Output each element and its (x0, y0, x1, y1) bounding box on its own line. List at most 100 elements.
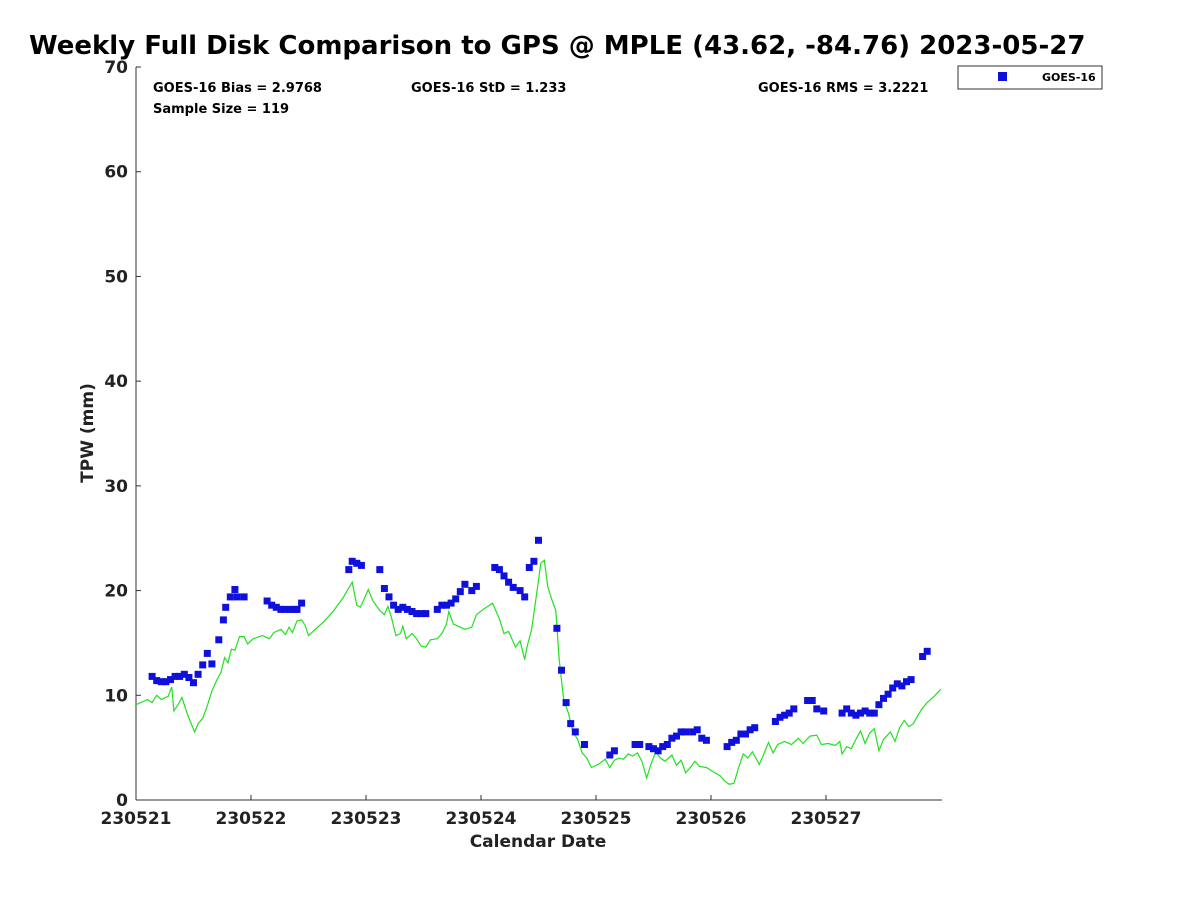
y-tick-label: 70 (104, 58, 128, 78)
goes-point (171, 672, 179, 680)
goes-point (567, 720, 575, 728)
goes-point (737, 730, 745, 738)
goes-point (903, 678, 910, 686)
plot-area: 0 10 20 30 40 50 60 70 230521 230522 230523 230524… (101, 58, 942, 829)
goes-point (663, 741, 671, 748)
goes-point (180, 670, 188, 678)
goes-point (148, 672, 156, 680)
goes-point (176, 672, 184, 680)
x-tick-label: 230526 (676, 809, 747, 829)
y-tick-label: 30 (104, 477, 128, 497)
goes-point (521, 593, 529, 601)
goes-point (781, 711, 789, 719)
goes-point (348, 557, 356, 565)
goes-point (919, 653, 927, 660)
goes-point (272, 603, 280, 611)
goes-point (203, 649, 211, 657)
goes-point (702, 736, 710, 744)
goes-point (190, 679, 197, 687)
goes-point (353, 559, 361, 567)
goes-point (689, 728, 697, 736)
goes-point (208, 660, 216, 668)
y-tick-label: 50 (104, 267, 128, 287)
goes-point (907, 676, 915, 684)
goes-point (668, 734, 676, 742)
goes-point (698, 734, 706, 742)
goes-point (893, 680, 901, 688)
x-tick-label: 230524 (446, 809, 517, 829)
goes-point (399, 603, 407, 611)
goes-point (875, 701, 883, 709)
stat-rms: GOES-16 RMS = 3.2221 (758, 81, 928, 96)
goes-point (219, 616, 227, 624)
goes-point (199, 661, 207, 669)
x-tick-label: 230523 (331, 809, 402, 829)
goes-point (394, 605, 402, 613)
stat-sample-size: Sample Size = 119 (153, 102, 289, 117)
x-axis-ticks: 230521 230522 230523 230524 230525 230526 2305… (101, 795, 862, 829)
goes-point (746, 726, 754, 734)
goes-point (654, 747, 662, 755)
goes-point (820, 707, 828, 715)
goes-point (631, 741, 639, 748)
goes-point (530, 557, 538, 565)
goes-point (813, 705, 821, 713)
goes-point (380, 585, 388, 592)
goes-point (461, 580, 469, 588)
goes-point (751, 724, 759, 732)
goes-point (376, 566, 384, 574)
goes-point (286, 605, 294, 613)
goes-point (645, 743, 653, 751)
goes-point (804, 697, 812, 704)
goes-point (636, 741, 644, 748)
goes-point (610, 747, 618, 755)
goes-point (162, 678, 170, 686)
x-tick-label: 230521 (101, 809, 172, 829)
x-tick-label: 230525 (561, 809, 632, 829)
goes-point (456, 588, 464, 596)
goes-point (535, 536, 542, 544)
y-axis-ticks: 0 10 20 30 40 50 60 70 (104, 58, 141, 811)
x-axis-label: Calendar Date (470, 832, 607, 852)
goes-point (870, 709, 878, 717)
goes-point (650, 745, 657, 753)
goes-point (558, 666, 565, 674)
goes-point (673, 732, 680, 740)
goes-point (857, 709, 864, 717)
goes-point (215, 636, 223, 644)
goes-point (345, 566, 353, 574)
y-tick-label: 20 (104, 582, 128, 602)
gps-line (135, 559, 942, 785)
goes-point (500, 572, 508, 580)
goes-point (659, 743, 667, 751)
goes-point (240, 593, 248, 601)
goes-point (847, 709, 855, 717)
legend-marker-goes (998, 72, 1007, 81)
y-tick-label: 10 (104, 686, 128, 706)
y-tick-label: 0 (116, 791, 128, 811)
goes-point (438, 601, 446, 609)
x-tick-label: 230527 (791, 809, 862, 829)
goes-point (282, 605, 289, 613)
chart-title: Weekly Full Disk Comparison to GPS @ MPL… (29, 31, 1085, 61)
goes-point (413, 610, 421, 618)
goes-point (790, 705, 798, 713)
goes-point (153, 677, 161, 685)
goes-point (495, 566, 503, 574)
goes-point (866, 709, 874, 717)
goes-point (268, 601, 276, 609)
goes-point (194, 670, 202, 678)
goes-point (403, 605, 411, 613)
goes-point (723, 743, 731, 751)
stat-std: GOES-16 StD = 1.233 (411, 81, 566, 96)
goes-point (385, 593, 393, 601)
goes-point (408, 608, 416, 615)
goes-point (422, 610, 430, 618)
goes-series (148, 536, 931, 759)
y-tick-label: 40 (104, 372, 128, 392)
goes-point (185, 674, 193, 681)
goes-point (472, 582, 480, 590)
goes-point (843, 705, 851, 713)
goes-point (889, 684, 897, 692)
